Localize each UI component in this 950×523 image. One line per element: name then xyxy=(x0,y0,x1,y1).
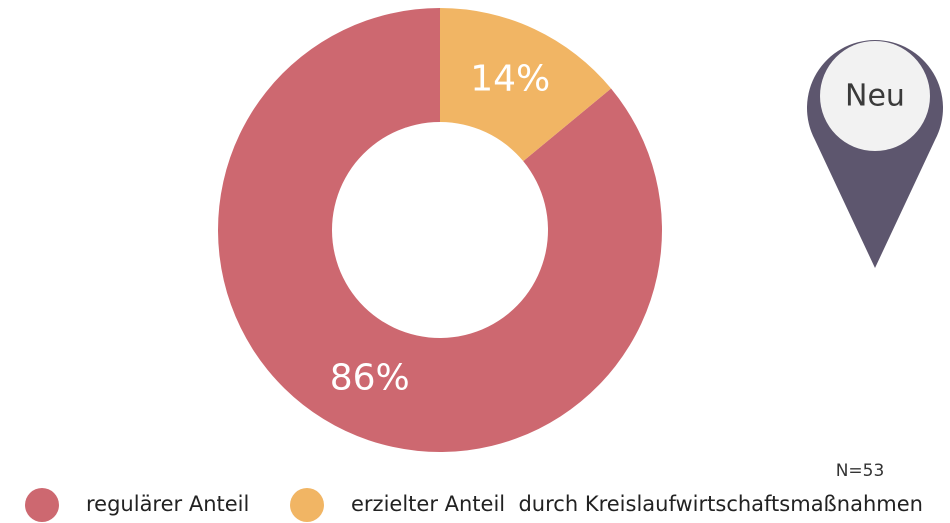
legend-label: erzielter Anteil durch Kreislaufwirtscha… xyxy=(351,492,923,516)
value-label: 86% xyxy=(330,357,410,398)
pin-circle xyxy=(820,41,930,151)
slice xyxy=(217,8,663,453)
badge-text: Neu xyxy=(845,79,905,114)
badge-pin: Neu xyxy=(806,39,943,269)
legend-swatch xyxy=(25,488,59,522)
legend-label: regulärer Anteil xyxy=(86,492,249,516)
legend-swatch xyxy=(290,488,324,522)
annotation: N=53 xyxy=(836,461,885,481)
value-label: 14% xyxy=(470,59,550,100)
slice xyxy=(440,7,612,162)
